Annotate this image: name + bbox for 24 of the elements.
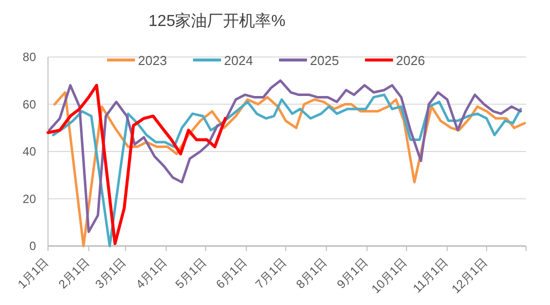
legend-label: 2026 <box>396 53 425 68</box>
line-series <box>46 84 227 246</box>
y-tick-label: 0 <box>29 239 36 253</box>
x-tick-label: 5月1日 <box>172 255 209 292</box>
y-tick-label: 20 <box>22 192 36 206</box>
x-tick-label: 12月1日 <box>448 255 490 296</box>
chart-title: 125家油厂开机率% <box>148 12 286 30</box>
y-tick-label: 60 <box>22 97 36 112</box>
x-tick-label: 8月1日 <box>293 255 330 292</box>
y-tick-label: 80 <box>22 50 36 64</box>
x-tick-label: 3月1日 <box>92 255 129 292</box>
x-tick-label: 4月1日 <box>133 255 170 292</box>
x-tick-label: 11月1日 <box>410 255 450 296</box>
x-tick-label: 7月1日 <box>252 255 289 292</box>
legend-label: 2025 <box>310 53 339 68</box>
legend-label: 2023 <box>138 53 167 68</box>
x-tick-label: 6月1日 <box>213 255 250 292</box>
x-tick-label: 10月1日 <box>368 255 410 296</box>
line-series <box>48 79 522 234</box>
x-tick-label: 2月1日 <box>56 255 92 292</box>
x-tick-label: 1月1日 <box>14 255 52 292</box>
y-tick-label: 40 <box>22 144 36 158</box>
x-tick-label: 9月1日 <box>334 255 370 292</box>
legend-label: 2024 <box>224 53 253 68</box>
